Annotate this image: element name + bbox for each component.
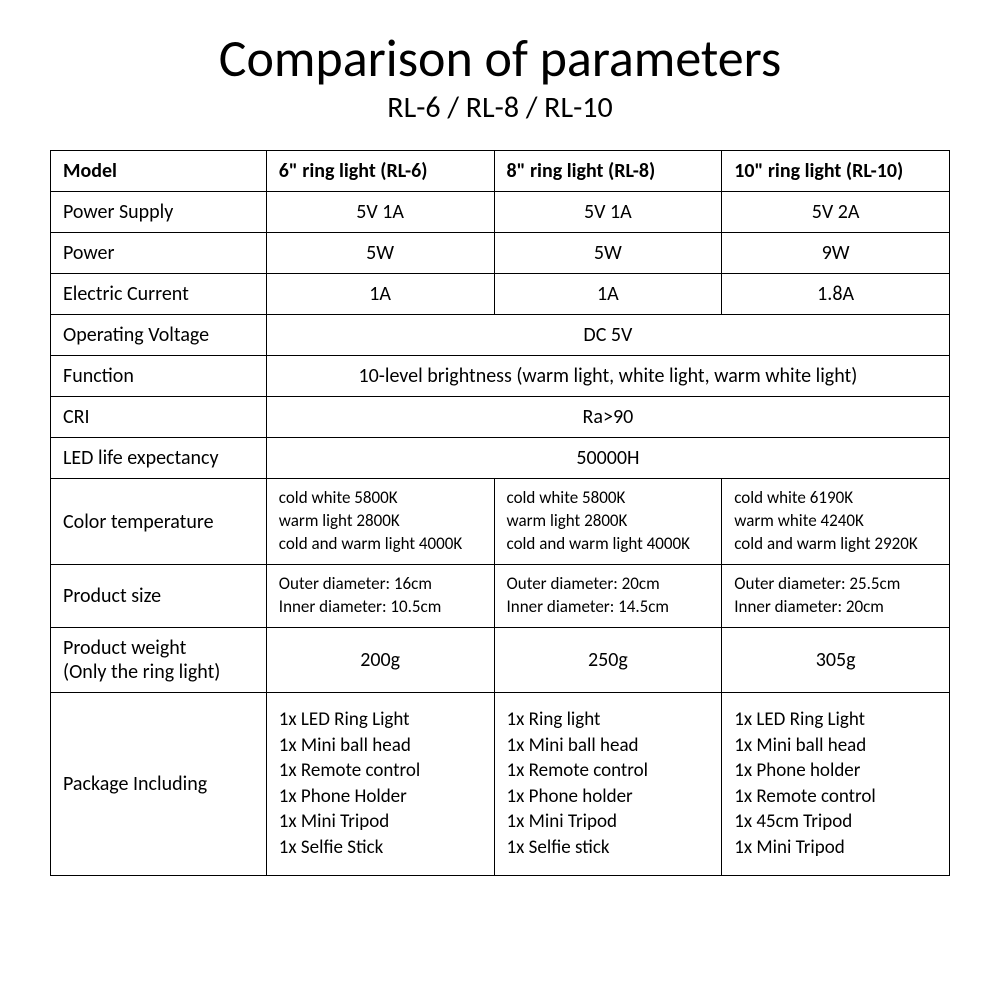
table-row: LED life expectancy 50000H [51, 438, 950, 479]
cell: cold white 5800K warm light 2800K cold a… [494, 479, 722, 565]
cell-line: 1x Phone holder [734, 758, 937, 784]
table-row: Product size Outer diameter: 16cm Inner … [51, 565, 950, 628]
row-label: Function [51, 356, 267, 397]
cell: 1x Ring light 1x Mini ball head 1x Remot… [494, 692, 722, 875]
row-label: Package Including [51, 692, 267, 875]
cell-line: cold and warm light 2920K [734, 533, 937, 556]
cell-line: 1x Remote control [734, 784, 937, 810]
cell-line: 1x 45cm Tripod [734, 809, 937, 835]
row-label: Product weight(Only the ring light) [51, 627, 267, 692]
cell-line: warm white 4240K [734, 510, 937, 533]
page-title: Comparison of parameters [50, 30, 950, 87]
cell-merged: DC 5V [266, 315, 949, 356]
cell-line: 1x Remote control [507, 758, 710, 784]
cell: Outer diameter: 25.5cm Inner diameter: 2… [722, 565, 950, 628]
row-label: Power [51, 233, 267, 274]
table-row: Model 6" ring light (RL-6) 8" ring light… [51, 151, 950, 192]
row-label: Color temperature [51, 479, 267, 565]
cell-line: Inner diameter: 10.5cm [279, 596, 482, 619]
cell: 1x LED Ring Light 1x Mini ball head 1x P… [722, 692, 950, 875]
table-row: Function 10-level brightness (warm light… [51, 356, 950, 397]
cell: 5V 2A [722, 192, 950, 233]
cell-line: 1x Phone holder [507, 784, 710, 810]
cell: Outer diameter: 16cm Inner diameter: 10.… [266, 565, 494, 628]
cell-line: 1x Mini ball head [734, 733, 937, 759]
cell-line: 1x Mini Tripod [279, 809, 482, 835]
table-row: Color temperature cold white 5800K warm … [51, 479, 950, 565]
row-label: LED life expectancy [51, 438, 267, 479]
row-label: Electric Current [51, 274, 267, 315]
table-row: Product weight(Only the ring light) 200g… [51, 627, 950, 692]
cell-merged: Ra>90 [266, 397, 949, 438]
cell-line: 1x Ring light [507, 707, 710, 733]
page-subtitle: RL-6 / RL-8 / RL-10 [50, 89, 950, 126]
cell: 305g [722, 627, 950, 692]
cell-line: cold white 6190K [734, 487, 937, 510]
cell-line: 1x Mini ball head [507, 733, 710, 759]
cell: 5W [266, 233, 494, 274]
table-row: Power Supply 5V 1A 5V 1A 5V 2A [51, 192, 950, 233]
cell: 200g [266, 627, 494, 692]
cell: 1A [266, 274, 494, 315]
col-header-rl10: 10" ring light (RL-10) [722, 151, 950, 192]
cell-line: 1x Remote control [279, 758, 482, 784]
cell: 5W [494, 233, 722, 274]
cell-line: Outer diameter: 20cm [507, 573, 710, 596]
cell-line: Inner diameter: 14.5cm [507, 596, 710, 619]
cell-line: Inner diameter: 20cm [734, 596, 937, 619]
cell-line: 1x Selfie stick [507, 835, 710, 861]
cell: 5V 1A [494, 192, 722, 233]
cell-line: cold white 5800K [279, 487, 482, 510]
cell: Outer diameter: 20cm Inner diameter: 14.… [494, 565, 722, 628]
row-label: Power Supply [51, 192, 267, 233]
table-row: Operating Voltage DC 5V [51, 315, 950, 356]
cell-line: warm light 2800K [279, 510, 482, 533]
row-label: CRI [51, 397, 267, 438]
cell-line: 1x Mini Tripod [734, 835, 937, 861]
cell-line: warm light 2800K [507, 510, 710, 533]
col-header-model: Model [51, 151, 267, 192]
cell-line: 1x Mini ball head [279, 733, 482, 759]
cell-merged: 50000H [266, 438, 949, 479]
cell: 250g [494, 627, 722, 692]
col-header-rl6: 6" ring light (RL-6) [266, 151, 494, 192]
cell-line: 1x LED Ring Light [279, 707, 482, 733]
cell-line: 1x Mini Tripod [507, 809, 710, 835]
cell-line: cold and warm light 4000K [507, 533, 710, 556]
cell-line: cold white 5800K [507, 487, 710, 510]
cell: 5V 1A [266, 192, 494, 233]
comparison-table: Model 6" ring light (RL-6) 8" ring light… [50, 150, 950, 876]
cell: cold white 5800K warm light 2800K cold a… [266, 479, 494, 565]
cell-line: 1x Selfie Stick [279, 835, 482, 861]
table-row: CRI Ra>90 [51, 397, 950, 438]
cell: cold white 6190K warm white 4240K cold a… [722, 479, 950, 565]
row-label: Operating Voltage [51, 315, 267, 356]
cell-line: cold and warm light 4000K [279, 533, 482, 556]
table-row: Electric Current 1A 1A 1.8A [51, 274, 950, 315]
row-label: Product size [51, 565, 267, 628]
table-row: Package Including 1x LED Ring Light 1x M… [51, 692, 950, 875]
cell-line: Outer diameter: 16cm [279, 573, 482, 596]
col-header-rl8: 8" ring light (RL-8) [494, 151, 722, 192]
cell: 1A [494, 274, 722, 315]
cell-line: Outer diameter: 25.5cm [734, 573, 937, 596]
cell-line: 1x LED Ring Light [734, 707, 937, 733]
cell: 9W [722, 233, 950, 274]
table-row: Power 5W 5W 9W [51, 233, 950, 274]
cell: 1.8A [722, 274, 950, 315]
cell-merged: 10-level brightness (warm light, white l… [266, 356, 949, 397]
cell: 1x LED Ring Light 1x Mini ball head 1x R… [266, 692, 494, 875]
cell-line: 1x Phone Holder [279, 784, 482, 810]
